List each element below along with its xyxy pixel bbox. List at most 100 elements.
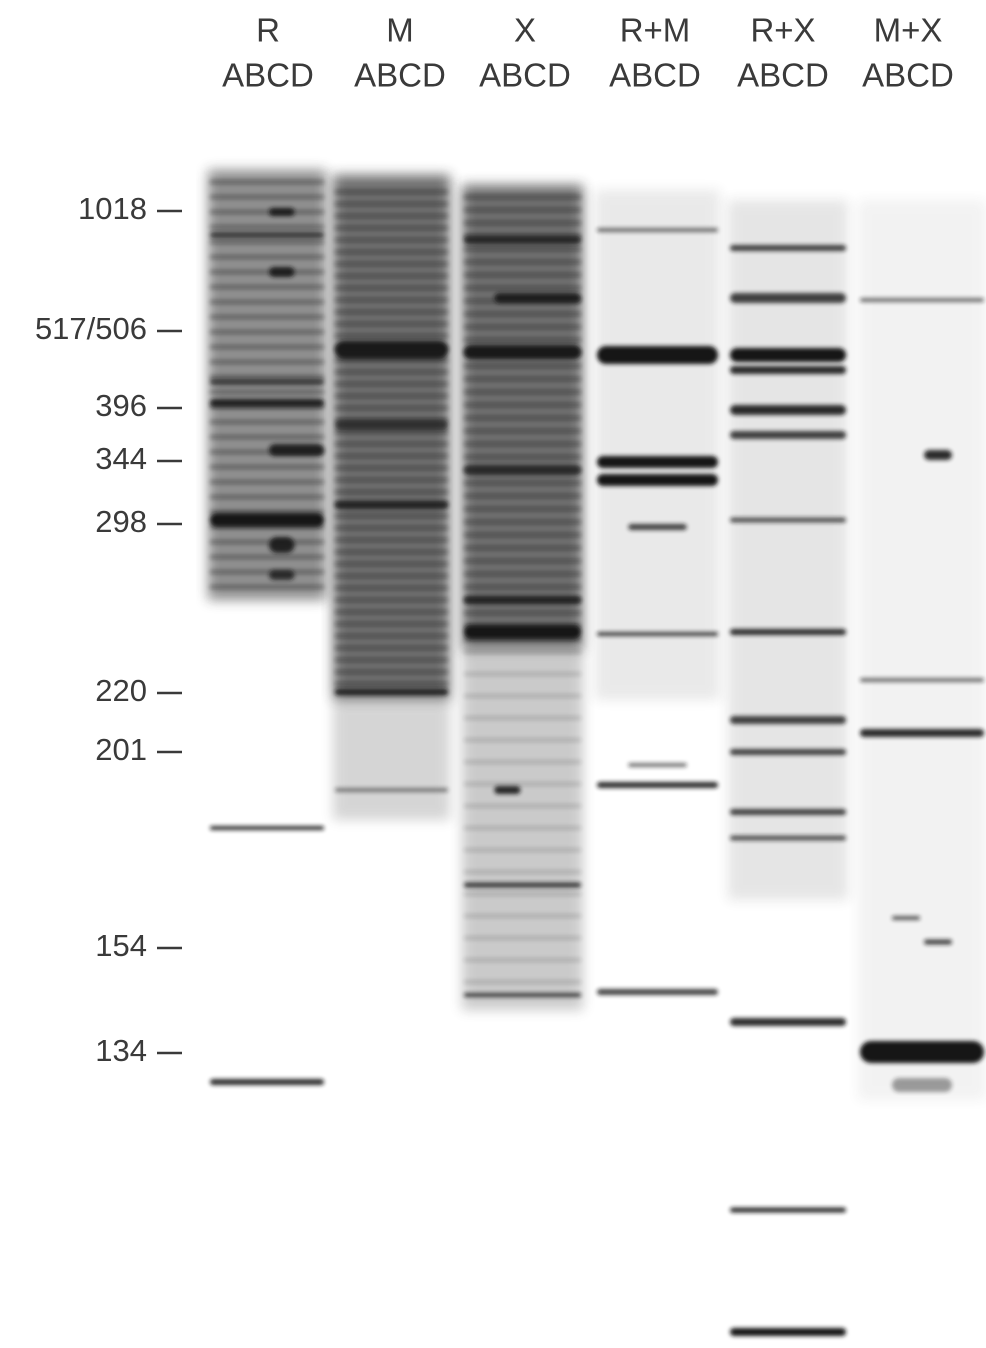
band: [730, 1208, 846, 1213]
band: [730, 366, 846, 374]
band: [269, 208, 295, 216]
band: [730, 809, 846, 815]
band: [597, 474, 718, 486]
gel-figure: RABCDMABCDXABCDR+MABCDR+XABCDM+XABCD1018…: [0, 0, 986, 1348]
band: [730, 1018, 846, 1026]
band: [892, 1078, 952, 1092]
band: [464, 273, 581, 277]
size-marker-label: 1018: [78, 191, 147, 226]
band: [210, 210, 324, 214]
band: [628, 763, 687, 767]
smear: [595, 190, 720, 700]
band: [335, 490, 448, 494]
size-marker-label: 220: [95, 673, 147, 708]
size-marker-label: 517/506: [35, 311, 147, 346]
band: [269, 570, 295, 580]
band: [335, 382, 448, 386]
band: [210, 826, 324, 830]
band: [335, 466, 448, 470]
band: [464, 596, 581, 604]
band: [464, 247, 581, 251]
band: [335, 262, 448, 266]
band: [210, 399, 324, 407]
size-marker-label: 154: [95, 928, 147, 963]
band: [335, 538, 448, 542]
band: [335, 550, 448, 554]
band: [464, 455, 581, 459]
band: [210, 379, 324, 385]
band: [210, 180, 324, 184]
band: [210, 270, 324, 274]
band: [892, 916, 920, 920]
lane-letters: ABCD: [222, 57, 314, 94]
band: [335, 286, 448, 290]
band: [210, 495, 324, 499]
size-marker-label: 344: [95, 441, 147, 476]
band: [730, 348, 846, 362]
band: [210, 465, 324, 469]
smear: [858, 200, 986, 1100]
band: [924, 450, 952, 460]
band: [464, 826, 581, 830]
band: [210, 513, 324, 527]
band: [730, 749, 846, 755]
band: [269, 444, 324, 456]
band: [335, 670, 448, 674]
band: [210, 1079, 324, 1085]
band: [464, 958, 581, 962]
band: [335, 274, 448, 278]
lane-letters: ABCD: [609, 57, 701, 94]
band: [335, 420, 448, 430]
band: [335, 226, 448, 230]
band: [464, 694, 581, 698]
lane-letters: ABCD: [737, 57, 829, 94]
band: [335, 586, 448, 590]
band: [335, 788, 448, 792]
band: [210, 360, 324, 364]
band: [335, 478, 448, 482]
smear: [333, 700, 450, 820]
band: [335, 298, 448, 302]
band: [210, 420, 324, 424]
band: [210, 255, 324, 259]
band: [210, 315, 324, 319]
band: [730, 518, 846, 523]
lane-letters: ABCD: [479, 57, 571, 94]
band: [335, 598, 448, 602]
band: [464, 546, 581, 550]
band: [335, 394, 448, 398]
band: [335, 526, 448, 530]
band: [464, 848, 581, 852]
band: [464, 672, 581, 676]
band: [464, 364, 581, 368]
band: [730, 405, 846, 415]
band: [210, 555, 324, 559]
lane-letters: ABCD: [862, 57, 954, 94]
band: [464, 572, 581, 576]
gel: [208, 170, 986, 1336]
band: [210, 225, 324, 229]
band: [335, 341, 448, 359]
band: [335, 250, 448, 254]
size-marker-label: 298: [95, 504, 147, 539]
band: [335, 406, 448, 410]
band: [210, 480, 324, 484]
band: [464, 195, 581, 199]
band: [730, 1328, 846, 1336]
band: [464, 533, 581, 537]
band: [464, 936, 581, 940]
band: [628, 524, 687, 530]
band: [335, 634, 448, 638]
band: [464, 782, 581, 786]
band: [597, 346, 718, 364]
band: [464, 481, 581, 485]
band: [335, 370, 448, 374]
lane-group-name: M+X: [874, 12, 943, 49]
band: [210, 345, 324, 349]
band: [335, 190, 448, 194]
band: [464, 442, 581, 446]
band: [597, 782, 718, 788]
band: [464, 286, 581, 290]
band: [924, 940, 952, 945]
lane-group-name: X: [514, 12, 536, 49]
